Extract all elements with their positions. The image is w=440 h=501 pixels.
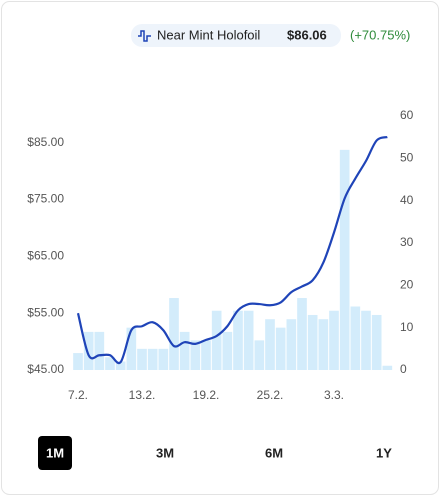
volume-bar	[350, 306, 361, 370]
y2-tick-label: 30	[400, 235, 414, 249]
volume-bar	[169, 298, 179, 370]
volume-bar	[83, 331, 94, 370]
volume-bar	[73, 353, 83, 370]
y2-tick-label: 10	[400, 320, 414, 334]
y2-tick-label: 20	[400, 278, 414, 292]
x-tick-label: 19.2.	[193, 388, 220, 402]
legend-icon	[138, 30, 151, 42]
volume-bar	[254, 340, 265, 370]
volume-bar	[105, 357, 115, 370]
volume-bar	[94, 331, 105, 370]
y-tick-label: $75.00	[27, 192, 64, 206]
volume-bar	[115, 361, 126, 370]
y2-tick-label: 40	[400, 193, 414, 207]
volume-bar	[265, 319, 275, 370]
range-button[interactable]: 3M	[156, 445, 174, 460]
volume-bar	[329, 310, 339, 370]
range-button[interactable]: 1M	[46, 445, 64, 460]
volume-bar	[339, 149, 350, 370]
y-tick-label: $65.00	[27, 249, 64, 263]
volume-bar	[318, 319, 329, 370]
legend-pill[interactable]	[131, 24, 341, 47]
x-tick-label: 13.2.	[129, 388, 156, 402]
range-button-bg[interactable]	[38, 436, 72, 470]
volume-bar	[126, 327, 137, 370]
x-tick-label: 3.3.	[324, 388, 344, 402]
x-tick-label: 25.2.	[257, 388, 284, 402]
volume-bar	[222, 331, 233, 370]
volume-bar	[275, 327, 286, 370]
volume-bar	[158, 348, 169, 370]
volume-bar	[382, 365, 393, 370]
volume-bar	[233, 310, 243, 370]
x-tick-label: 7.2.	[68, 388, 88, 402]
volume-bar	[211, 310, 222, 370]
volume-bar	[371, 314, 382, 370]
legend-name: Near Mint Holofoil	[157, 27, 260, 42]
y-tick-label: $85.00	[27, 135, 64, 149]
volume-bar	[243, 310, 254, 370]
volume-bar	[190, 340, 201, 370]
volume-bar	[179, 331, 190, 370]
y2-tick-label: 0	[400, 362, 407, 376]
legend-price: $86.06	[287, 27, 327, 42]
range-button[interactable]: 6M	[265, 445, 283, 460]
volume-bar	[307, 314, 318, 370]
volume-bar	[201, 340, 211, 370]
volume-bar	[137, 348, 147, 370]
price-line	[76, 135, 388, 365]
volume-bar	[147, 348, 158, 370]
y2-tick-label: 50	[400, 151, 414, 165]
volume-bar	[286, 319, 297, 370]
legend-change: (+70.75%)	[350, 27, 410, 42]
volume-bar	[297, 298, 307, 370]
y-tick-label: $55.00	[27, 305, 64, 319]
y-tick-label: $45.00	[27, 362, 64, 376]
range-button[interactable]: 1Y	[376, 445, 392, 460]
volume-bar	[361, 310, 371, 370]
y2-tick-label: 60	[400, 108, 414, 122]
